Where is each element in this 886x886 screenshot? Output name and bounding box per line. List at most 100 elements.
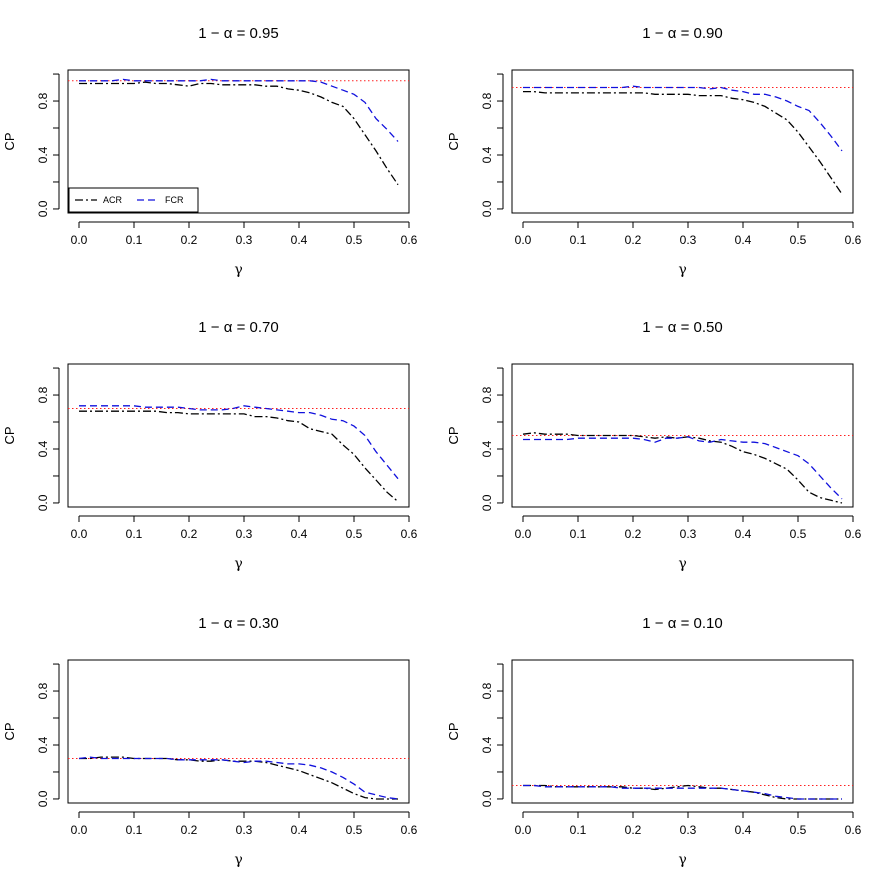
x-axis-label: γ	[234, 262, 242, 278]
x-tick-label: 0.4	[735, 233, 752, 247]
x-tick-label: 0.3	[680, 823, 697, 837]
x-axis-label: γ	[234, 852, 242, 868]
plot-frame	[511, 363, 854, 508]
x-tick-label: 0.3	[236, 823, 253, 837]
x-tick-label: 0.2	[625, 233, 642, 247]
x-tick-label: 0.1	[126, 233, 143, 247]
y-tick-label: 0.4	[480, 736, 494, 753]
x-tick-label: 0.3	[236, 233, 253, 247]
x-tick-label: 0.5	[790, 233, 807, 247]
series-line-acr	[79, 756, 398, 800]
series-line-acr	[79, 410, 399, 503]
x-tick-label: 0.0	[71, 233, 88, 247]
x-tick-label: 0.0	[515, 527, 532, 541]
y-tick-label: 0.0	[36, 790, 50, 807]
x-axis-label: γ	[678, 556, 686, 572]
x-tick-label: 0.5	[790, 527, 807, 541]
legend-box	[68, 187, 199, 213]
chart-panel-5: 1 − α = 0.30 0.0 0.1 0.2 0.3 0.4 0.5 0.6 0.0 0.4 0…	[2, 615, 418, 868]
legend-label-fcr: FCR	[165, 195, 184, 205]
x-tick-label: 0.4	[291, 823, 308, 837]
x-tick-label: 0.0	[71, 823, 88, 837]
y-axis-label: CP	[2, 722, 17, 740]
x-tick-label: 0.0	[71, 527, 88, 541]
y-tick-label: 0.8	[36, 92, 50, 109]
x-tick-label: 0.1	[570, 823, 587, 837]
plot-frame	[67, 69, 410, 214]
y-tick-label: 0.8	[480, 92, 494, 109]
x-tick-label: 0.6	[401, 527, 418, 541]
chart-panel-6: 1 − α = 0.10 0.0 0.1 0.2 0.3 0.4 0.5 0.6 0.0 0.4 0…	[446, 615, 862, 868]
x-tick-label: 0.0	[515, 823, 532, 837]
x-tick-label: 0.2	[181, 823, 198, 837]
chart-panel-2: 1 − α = 0.90 0.0 0.1 0.2 0.3 0.4 0.5 0.6 0.0 0.4 0…	[446, 25, 862, 278]
x-tick-label: 0.3	[680, 233, 697, 247]
x-tick-label: 0.1	[570, 233, 587, 247]
chart-title: 1 − α = 0.90	[642, 25, 722, 42]
legend: ACR FCR	[68, 187, 199, 213]
plot-frame	[511, 659, 854, 804]
x-tick-label: 0.1	[126, 527, 143, 541]
y-axis-label: CP	[2, 132, 17, 150]
x-tick-label: 0.6	[845, 233, 862, 247]
chart-title: 1 − α = 0.50	[642, 319, 722, 336]
series-line-acr	[79, 81, 399, 186]
y-tick-label: 0.4	[36, 736, 50, 753]
x-tick-label: 0.4	[735, 527, 752, 541]
y-tick-label: 0.8	[480, 386, 494, 403]
chart-panel-3: 1 − α = 0.70 0.0 0.1 0.2 0.3 0.4 0.5 0.6 0.0 0.4 0…	[2, 319, 418, 572]
x-tick-label: 0.2	[181, 527, 198, 541]
series-line-acr	[522, 432, 843, 504]
x-tick-label: 0.6	[401, 233, 418, 247]
chart-title: 1 − α = 0.30	[198, 615, 278, 632]
x-axis-label: γ	[234, 556, 242, 572]
y-tick-label: 0.0	[480, 494, 494, 511]
x-tick-label: 0.5	[346, 527, 363, 541]
series-line-acr	[523, 784, 842, 800]
series-line-fcr	[79, 405, 399, 480]
x-tick-label: 0.5	[346, 233, 363, 247]
y-tick-label: 0.4	[480, 440, 494, 457]
y-axis-label: CP	[446, 722, 461, 740]
plot-frame	[67, 363, 410, 508]
y-tick-label: 0.0	[480, 200, 494, 217]
series-line-fcr	[523, 436, 843, 500]
y-tick-label: 0.0	[36, 200, 50, 217]
x-tick-label: 0.4	[735, 823, 752, 837]
x-tick-label: 0.3	[680, 527, 697, 541]
y-tick-label: 0.0	[480, 790, 494, 807]
y-tick-label: 0.8	[480, 682, 494, 699]
series-line-fcr	[78, 756, 399, 800]
y-tick-label: 0.4	[36, 146, 50, 163]
x-axis-label: γ	[678, 262, 686, 278]
x-tick-label: 0.1	[570, 527, 587, 541]
x-tick-label: 0.2	[181, 233, 198, 247]
chart-panel-4: 1 − α = 0.50 0.0 0.1 0.2 0.3 0.4 0.5 0.6 0.0 0.4 0…	[446, 319, 862, 572]
x-tick-label: 0.2	[625, 823, 642, 837]
y-axis-label: CP	[446, 132, 461, 150]
legend-label-acr: ACR	[103, 195, 123, 205]
series-line-acr	[523, 90, 843, 195]
series-line-fcr	[79, 78, 399, 142]
chart-title: 1 − α = 0.70	[198, 319, 278, 336]
y-axis-label: CP	[446, 426, 461, 444]
x-tick-label: 0.6	[845, 823, 862, 837]
x-tick-label: 0.5	[346, 823, 363, 837]
y-tick-label: 0.4	[480, 146, 494, 163]
series-line-fcr	[523, 85, 843, 152]
chart-title: 1 − α = 0.10	[642, 615, 722, 632]
x-tick-label: 0.4	[291, 233, 308, 247]
y-axis-label: CP	[2, 426, 17, 444]
y-tick-label: 0.4	[36, 440, 50, 457]
series-line-fcr	[523, 784, 842, 800]
x-tick-label: 0.4	[291, 527, 308, 541]
x-axis-label: γ	[678, 852, 686, 868]
x-tick-label: 0.1	[126, 823, 143, 837]
x-tick-label: 0.2	[625, 527, 642, 541]
chart-panel-1: 1 − α = 0.95 0.0 0.1 0.2 0.3 0.4 0.5 0.6 0.0 0.4 0…	[2, 25, 418, 278]
plot-frame	[67, 659, 410, 804]
plot-frame	[511, 69, 854, 214]
y-tick-label: 0.8	[36, 386, 50, 403]
x-tick-label: 0.6	[401, 823, 418, 837]
